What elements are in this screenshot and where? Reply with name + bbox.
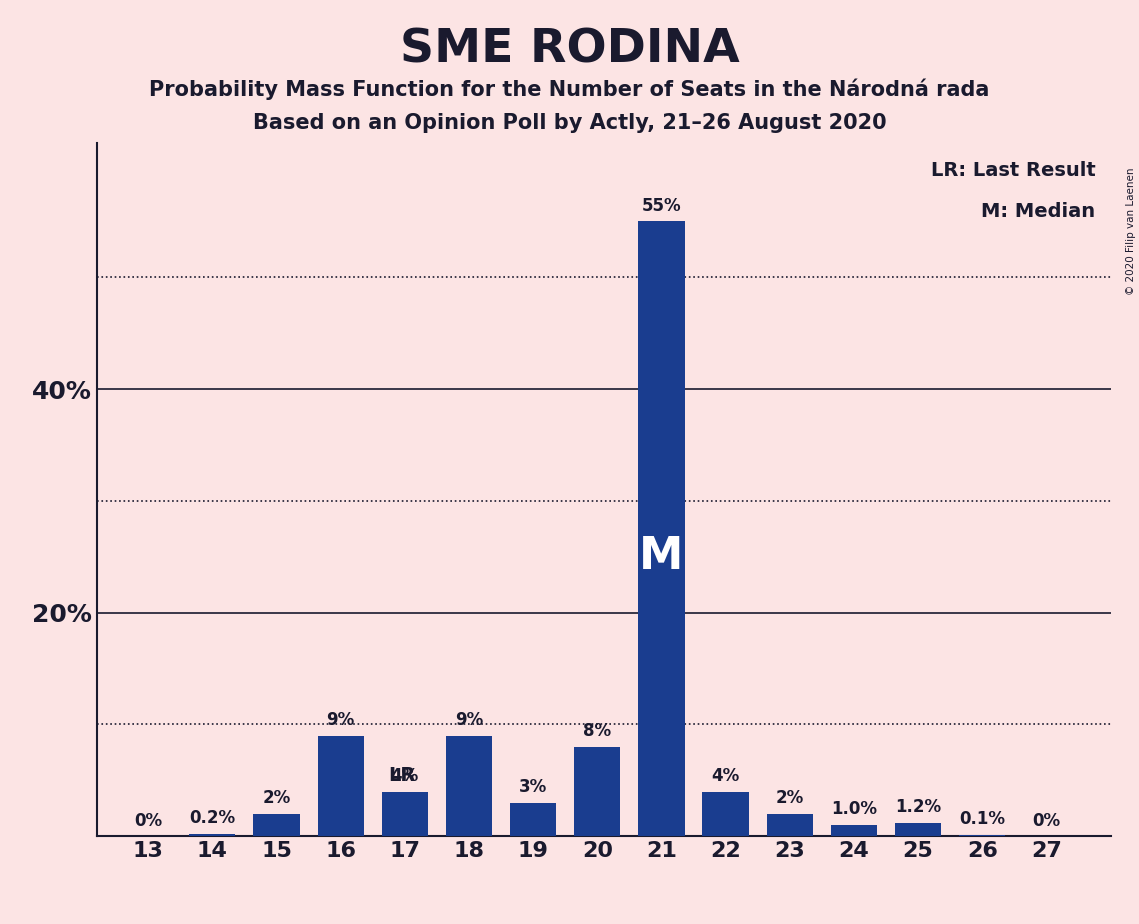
Text: 9%: 9%	[454, 711, 483, 729]
Bar	[703, 792, 748, 836]
Bar	[445, 736, 492, 836]
Text: 0.2%: 0.2%	[189, 809, 236, 827]
Text: 1.0%: 1.0%	[830, 800, 877, 819]
Text: 0%: 0%	[134, 811, 162, 830]
Bar	[510, 803, 556, 836]
Text: 2%: 2%	[262, 789, 290, 808]
Bar	[189, 834, 236, 836]
Text: Probability Mass Function for the Number of Seats in the Národná rada: Probability Mass Function for the Number…	[149, 79, 990, 100]
Text: 2%: 2%	[776, 789, 804, 808]
Text: 9%: 9%	[327, 711, 354, 729]
Text: © 2020 Filip van Laenen: © 2020 Filip van Laenen	[1126, 167, 1136, 295]
Text: 1.2%: 1.2%	[895, 798, 941, 816]
Text: 8%: 8%	[583, 722, 612, 740]
Bar	[253, 814, 300, 836]
Text: Based on an Opinion Poll by Actly, 21–26 August 2020: Based on an Opinion Poll by Actly, 21–26…	[253, 113, 886, 133]
Bar	[382, 792, 428, 836]
Text: LR: LR	[388, 766, 416, 784]
Bar	[830, 825, 877, 836]
Bar	[574, 747, 621, 836]
Bar	[638, 222, 685, 836]
Text: M: Median: M: Median	[981, 202, 1096, 221]
Text: LR: Last Result: LR: Last Result	[931, 161, 1096, 179]
Bar	[767, 814, 813, 836]
Text: SME RODINA: SME RODINA	[400, 28, 739, 73]
Text: M: M	[639, 535, 683, 578]
Text: 55%: 55%	[641, 197, 681, 214]
Text: 4%: 4%	[391, 767, 419, 784]
Bar	[895, 822, 941, 836]
Text: 0%: 0%	[1032, 811, 1060, 830]
Text: 4%: 4%	[712, 767, 739, 784]
Text: 0.1%: 0.1%	[959, 810, 1006, 829]
Bar	[318, 736, 363, 836]
Text: 3%: 3%	[519, 778, 547, 796]
Bar	[959, 835, 1006, 836]
